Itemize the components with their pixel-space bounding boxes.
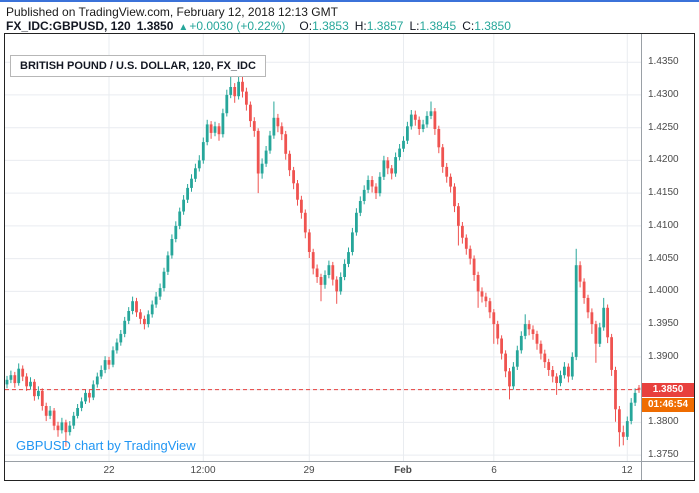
open-label: O: — [299, 19, 313, 33]
last-price-value: 1.3850 — [136, 19, 174, 33]
price-tick: 1.3750 — [648, 449, 679, 460]
close-value: 1.3850 — [474, 19, 511, 33]
time-tick: 6 — [491, 465, 497, 476]
low-value: 1.3845 — [419, 19, 457, 33]
price-tick: 1.4000 — [648, 285, 679, 296]
price-change: +0.0030 (+0.22%) — [189, 19, 286, 33]
up-arrow-icon: ▲ — [178, 22, 189, 33]
price-tick: 1.4200 — [648, 154, 679, 165]
symbol-name: FX_IDC:GBPUSD, 120 — [6, 19, 131, 33]
price-tick: 1.4350 — [648, 56, 679, 67]
last-price-label: 1.3850 — [642, 383, 694, 397]
low-label: L: — [409, 19, 420, 33]
bar-countdown-label: 01:46:54 — [642, 398, 694, 412]
published-line: Published on TradingView.com, February 1… — [6, 5, 338, 19]
time-tick: Feb — [394, 465, 412, 476]
time-tick: 22 — [103, 465, 115, 476]
price-tick: 1.4050 — [648, 253, 679, 264]
price-tick: 1.3800 — [648, 416, 679, 427]
symbol-status-line: FX_IDC:GBPUSD, 120 1.3850 ▲+0.0030 (+0.22%… — [6, 19, 511, 33]
time-axis[interactable]: 22 12:00 29 Feb 6 12 — [5, 462, 641, 480]
time-tick: 12:00 — [190, 465, 216, 476]
time-tick: 12 — [621, 465, 633, 476]
time-tick: 29 — [303, 465, 315, 476]
price-tick: 1.3900 — [648, 351, 679, 362]
price-tick: 1.4100 — [648, 220, 679, 231]
high-value: 1.3857 — [366, 19, 404, 33]
price-tick: 1.4300 — [648, 89, 679, 100]
high-label: H: — [354, 19, 367, 33]
price-tick: 1.4250 — [648, 122, 679, 133]
chart-frame: 1.4350 1.4300 1.4250 1.4200 1.4150 1.4100 1.40… — [4, 33, 695, 481]
candlestick-chart[interactable] — [5, 34, 694, 480]
chart-legend: BRITISH POUND / U.S. DOLLAR, 120, FX_IDC — [10, 55, 266, 77]
close-label: C: — [462, 19, 475, 33]
top-border — [0, 0, 699, 2]
open-value: 1.3853 — [312, 19, 349, 33]
tradingview-attribution-link[interactable]: GBPUSD chart by TradingView — [16, 438, 196, 453]
price-tick: 1.4150 — [648, 187, 679, 198]
price-tick: 1.3950 — [648, 318, 679, 329]
